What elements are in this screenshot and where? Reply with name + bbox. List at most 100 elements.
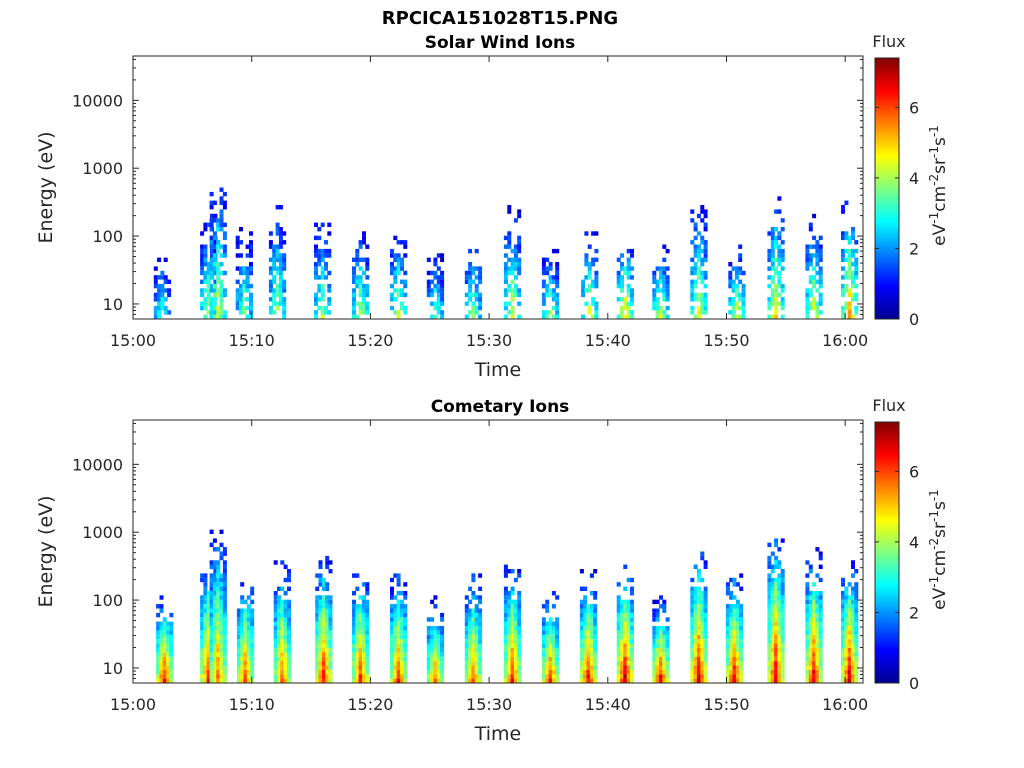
cometary-y-axis-label: Energy (eV) (35, 495, 57, 607)
heatmap-cell (700, 301, 705, 306)
heatmap-cell (739, 634, 744, 640)
heatmap-cell (209, 222, 214, 227)
heatmap-cell (541, 257, 546, 262)
heatmap-cell (767, 564, 772, 569)
heatmap-cell (474, 674, 479, 679)
heatmap-cell (725, 591, 730, 596)
heatmap-cell (545, 314, 550, 319)
heatmap-cell (510, 634, 515, 640)
heatmap-cell (362, 595, 366, 600)
heatmap-cell (693, 626, 698, 631)
x-tick-label: 15:50 (703, 695, 749, 714)
heatmap-cell (517, 240, 522, 245)
x-tick-label: 15:40 (585, 331, 631, 350)
heatmap-cell (212, 639, 217, 644)
heatmap-cell (362, 656, 366, 662)
heatmap-cell (777, 634, 782, 640)
heatmap-cell (808, 569, 813, 574)
heatmap-cell (358, 656, 363, 662)
heatmap-cell (433, 639, 438, 644)
heatmap-cell (805, 292, 810, 298)
heatmap-cell (812, 235, 817, 241)
heatmap-cell (703, 626, 708, 631)
heatmap-cell (774, 538, 779, 543)
heatmap-cell (212, 612, 217, 618)
heatmap-cell (200, 292, 205, 298)
heatmap-cell (273, 595, 278, 600)
heatmap-cell (249, 314, 253, 319)
heatmap-cell (662, 244, 667, 249)
heatmap-cell (325, 608, 330, 613)
heatmap-cell (741, 297, 746, 302)
heatmap-cell (513, 652, 518, 657)
heatmap-cell (314, 262, 318, 267)
heatmap-cell (703, 612, 708, 618)
heatmap-cell (403, 591, 408, 596)
heatmap-cell (474, 292, 479, 298)
heatmap-cell (655, 634, 660, 640)
heatmap-cell (163, 305, 168, 311)
heatmap-cell (812, 626, 817, 631)
heatmap-cell (507, 630, 512, 635)
heatmap-cell (815, 288, 820, 293)
heatmap-cell (815, 240, 820, 245)
heatmap-cell (440, 257, 445, 262)
heatmap-cell (690, 591, 695, 596)
heatmap-cell (623, 630, 628, 635)
heatmap-cell (365, 647, 370, 653)
cometary-panel: Cometary Ions 15:00 15:10 15:20 15:30 15:40 1… (35, 396, 950, 745)
heatmap-cell (623, 656, 628, 662)
heatmap-cell (209, 244, 214, 249)
heatmap-cell (844, 595, 849, 600)
heatmap-cell (156, 626, 161, 631)
heatmap-cell (219, 213, 224, 219)
heatmap-cell (396, 621, 401, 626)
heatmap-cell (652, 678, 657, 683)
heatmap-cell (403, 634, 408, 640)
heatmap-cell (517, 235, 522, 241)
heatmap-cell (548, 630, 553, 635)
heatmap-cell (586, 639, 591, 644)
heatmap-cell (280, 604, 285, 609)
heatmap-cell (365, 257, 370, 262)
heatmap-cell (390, 262, 394, 267)
heatmap-cell (430, 639, 435, 644)
heatmap-cell (583, 647, 588, 653)
heatmap-cell (212, 262, 217, 267)
heatmap-cell (847, 266, 852, 271)
heatmap-cell (630, 612, 634, 618)
heatmap-cell (541, 283, 546, 289)
heatmap-cell (355, 669, 360, 675)
heatmap-cell (693, 279, 698, 284)
heatmap-cell (594, 305, 599, 311)
heatmap-cell (283, 564, 288, 569)
heatmap-cell (541, 634, 546, 640)
heatmap-cell (555, 656, 560, 662)
heatmap-cell (591, 231, 596, 236)
heatmap-cell (774, 586, 779, 591)
heatmap-cell (246, 595, 251, 600)
heatmap-cell (282, 253, 287, 258)
heatmap-cell (693, 222, 698, 227)
heatmap-cell (219, 209, 224, 214)
heatmap-cell (693, 639, 698, 644)
heatmap-cell (777, 279, 782, 284)
heatmap-cell (841, 639, 845, 644)
heatmap-cell (222, 647, 227, 653)
heatmap-cell (851, 297, 855, 302)
heatmap-cell (665, 665, 670, 670)
heatmap-cell (770, 314, 775, 319)
heatmap-cell (426, 283, 431, 289)
heatmap-cell (741, 305, 746, 311)
heatmap-cell (815, 248, 820, 254)
heatmap-cell (700, 612, 705, 618)
heatmap-cell (693, 314, 698, 319)
heatmap-cell (318, 674, 323, 679)
heatmap-cell (555, 283, 560, 289)
heatmap-cell (235, 235, 240, 241)
heatmap-cell (767, 639, 772, 644)
heatmap-cell (317, 248, 322, 254)
heatmap-cell (841, 612, 845, 618)
heatmap-cell (815, 621, 820, 626)
heatmap-cell (426, 665, 431, 670)
